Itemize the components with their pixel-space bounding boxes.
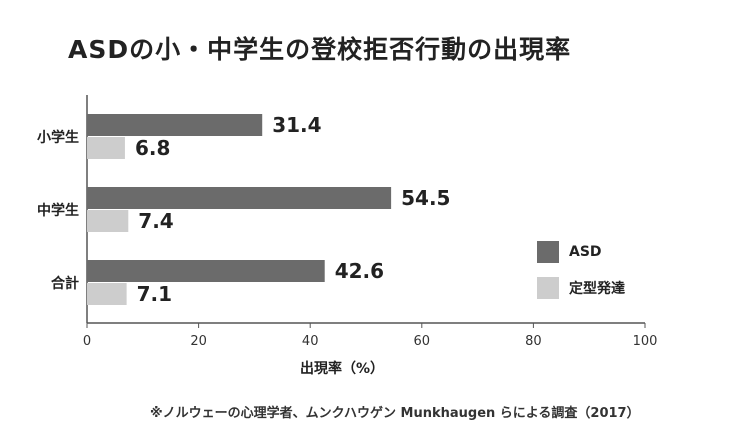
value-label: 31.4	[272, 113, 321, 137]
source-note: ※ノルウェーの心理学者、ムンクハウゲン Munkhaugen らによる調査（20…	[150, 406, 640, 421]
x-tick-label: 100	[633, 334, 658, 349]
bar-asd	[87, 114, 263, 136]
value-label: 42.6	[335, 259, 384, 283]
value-label: 7.1	[137, 282, 172, 306]
legend-item-asd: ASD	[537, 241, 602, 263]
bar-asd	[87, 187, 392, 209]
legend-label-typical: 定型発達	[569, 281, 625, 297]
x-tick-label: 60	[414, 334, 431, 349]
x-tick-label: 80	[525, 334, 542, 349]
value-label: 54.5	[401, 186, 450, 210]
legend-label-asd: ASD	[569, 244, 602, 260]
category-label: 小学生	[37, 129, 79, 146]
value-label: 7.4	[138, 209, 173, 233]
x-tick-label: 0	[83, 334, 91, 349]
x-axis-label: 出現率（%）	[300, 361, 385, 377]
bar-typical	[87, 283, 127, 305]
bar-typical	[87, 137, 125, 159]
legend-swatch-typical	[537, 277, 559, 299]
x-tick-label: 40	[302, 334, 319, 349]
legend-swatch-asd	[537, 241, 559, 263]
category-label: 合計	[51, 275, 79, 292]
x-tick-label: 20	[190, 334, 207, 349]
value-label: 6.8	[135, 136, 170, 160]
chart-title: ASDの小・中学生の登校拒否行動の出現率	[68, 35, 572, 64]
bar-typical	[87, 210, 129, 232]
category-label: 中学生	[37, 202, 79, 219]
legend-item-typical: 定型発達	[537, 277, 625, 299]
bar-asd	[87, 260, 325, 282]
